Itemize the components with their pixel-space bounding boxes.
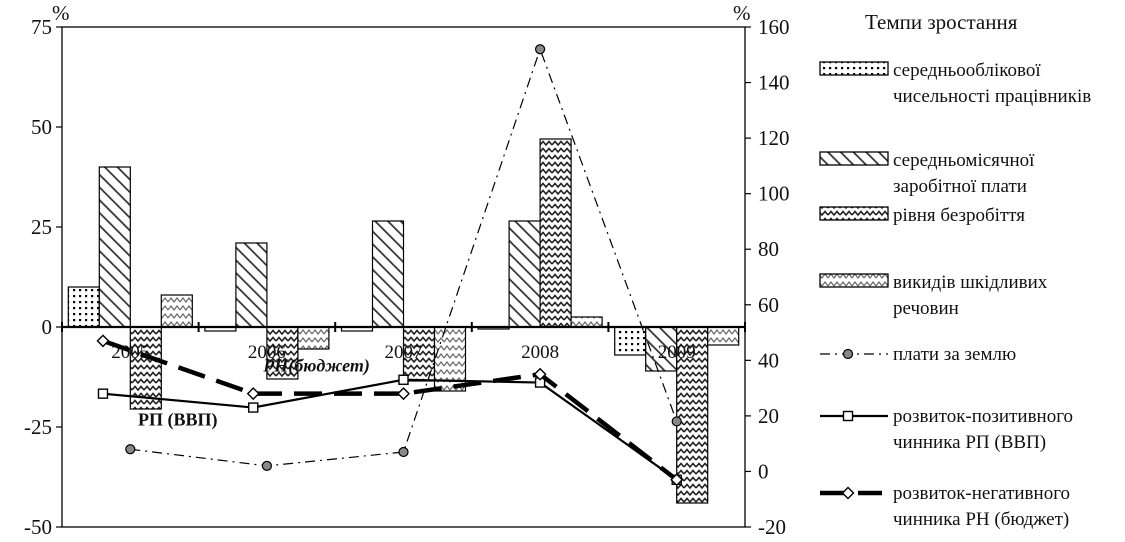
legend-swatch [819, 61, 889, 76]
legend-entry: плати за землю [820, 344, 1016, 365]
bar [676, 326, 709, 504]
left-tick-label: 50 [31, 115, 52, 139]
left-tick-label: 75 [31, 15, 52, 39]
line-marker [248, 402, 259, 413]
right-tick-label: 20 [758, 404, 779, 428]
bar [371, 220, 405, 328]
line-marker [671, 416, 682, 427]
right-tick-label: 60 [758, 293, 779, 317]
line-marker [842, 348, 854, 360]
plot-area-frame [61, 26, 746, 528]
line-marker [841, 486, 855, 500]
legend-swatch [819, 273, 889, 288]
legend-label: розвиток-негативного [893, 483, 1070, 504]
legend-entry: розвиток-негативного чинника РН (бюджет) [820, 483, 1070, 530]
legend-swatch [819, 206, 889, 221]
legend-label: речовин [893, 298, 959, 319]
legend-label: рівня безробіття [893, 205, 1025, 226]
line-marker [534, 44, 546, 55]
right-tick-label: 80 [758, 237, 779, 261]
line-marker [670, 473, 684, 487]
left-axis-unit: % [52, 1, 70, 25]
right-tick-label: 140 [758, 71, 790, 95]
bar [570, 316, 603, 328]
right-tick-label: -20 [758, 515, 786, 539]
line-marker [96, 334, 110, 348]
right-tick-label: 0 [758, 459, 769, 483]
line-marker [397, 387, 410, 401]
line-marker [125, 444, 136, 455]
bar [539, 138, 572, 328]
left-tick-label: 25 [31, 215, 52, 239]
line-marker [398, 374, 409, 385]
legend: Темпи зростання середньооблікової чисельно… [819, 10, 1091, 530]
line-marker [398, 446, 409, 458]
left-tick-label: -50 [24, 515, 52, 539]
legend-title: Темпи зростання [865, 10, 1018, 34]
legend-label: середньомісячної [893, 150, 1035, 171]
bar [160, 294, 193, 328]
legend-entry: розвиток-позитивного чинника РП (ВВП) [820, 406, 1073, 453]
annotation-rn: РН(бюджет) [262, 356, 370, 377]
legend-label: чисельності працівників [893, 86, 1091, 107]
bar [297, 326, 330, 350]
line-marker [533, 367, 547, 381]
right-tick-label: 100 [758, 182, 790, 206]
right-tick-label: 120 [758, 126, 790, 150]
legend-entry: середньооблікової чисельності працівників [819, 60, 1091, 107]
bar [707, 326, 740, 346]
bar [98, 166, 131, 328]
left-tick-label: -25 [24, 415, 52, 439]
right-axis-unit: % [733, 1, 751, 25]
right-tick-label: 160 [758, 15, 790, 39]
legend-label: чинника РН (бюджет) [893, 509, 1069, 530]
legend-label: заробітної плати [893, 176, 1027, 197]
legend-label: розвиток-позитивного [893, 406, 1073, 427]
legend-label: середньооблікової [893, 60, 1041, 81]
category-label: 2007 [385, 342, 423, 363]
annotation-rp: РП (ВВП) [138, 410, 218, 431]
legend-swatch [819, 151, 889, 166]
legend-label: чинника РП (ВВП) [893, 432, 1046, 453]
legend-label: плати за землю [893, 344, 1016, 365]
bar [235, 242, 268, 328]
legend-entry: рівня безробіття [819, 205, 1025, 226]
bar [67, 286, 100, 328]
legend-label: викидів шкідливих [893, 272, 1048, 293]
bar [614, 326, 647, 356]
right-tick-label: 40 [758, 348, 779, 372]
category-label: 2009 [658, 342, 696, 363]
line-marker [246, 387, 260, 401]
line-marker [261, 460, 272, 471]
left-tick-label: 0 [42, 315, 53, 339]
legend-entry: викидів шкідливих речовин [819, 272, 1048, 319]
category-label: 2008 [521, 342, 559, 363]
line-marker [97, 388, 109, 399]
line-marker [842, 410, 854, 422]
series-line [130, 47, 678, 467]
bar [508, 220, 541, 328]
series-line [102, 338, 679, 482]
legend-entry: середньомісячної заробітної плати [819, 150, 1035, 197]
category-label: 2006 [248, 342, 286, 363]
